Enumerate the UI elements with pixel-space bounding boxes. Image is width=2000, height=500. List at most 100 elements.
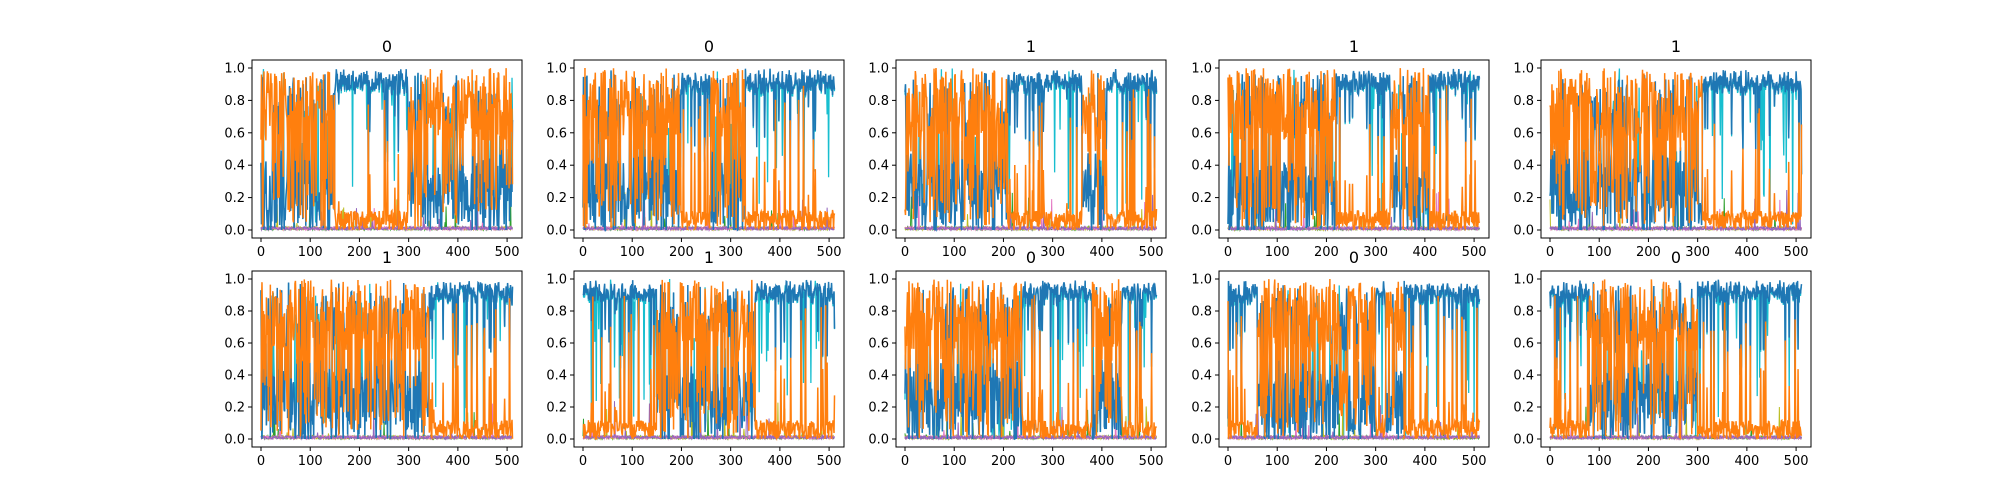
plot-area xyxy=(904,67,1158,232)
series-blue xyxy=(260,280,514,440)
x-tick-label: 100 xyxy=(620,454,645,469)
x-tick-label: 200 xyxy=(1314,454,1339,469)
subplot-2: 0.0 0.2 0.4 0.6 0.8 1.0 0 100 200 300 400 500 1 xyxy=(868,37,1167,260)
axes-frame xyxy=(1540,270,1812,448)
x-tick-label: 300 xyxy=(1363,454,1388,469)
y-tick-label: 0.4 xyxy=(1513,369,1534,384)
y-tick-label: 0.4 xyxy=(546,159,567,174)
y-tick-label: 1.0 xyxy=(1191,62,1212,77)
y-tick-label: 0.2 xyxy=(868,401,889,416)
y-tick-label: 0.8 xyxy=(1513,305,1534,320)
axes-frame xyxy=(1218,59,1490,239)
y-tick-label: 0.0 xyxy=(1513,224,1534,239)
x-tick-label: 100 xyxy=(1587,454,1612,469)
axes-frame xyxy=(251,59,523,239)
subplot-title: 0 xyxy=(382,37,392,56)
series-orange xyxy=(904,279,1158,439)
x-tick-label: 200 xyxy=(991,245,1016,260)
x-tick-label: 100 xyxy=(298,454,323,469)
y-tick-label: 0.6 xyxy=(1191,337,1212,352)
series-blue xyxy=(582,68,836,232)
y-tick-label: 0.0 xyxy=(546,433,567,448)
subplot-5: 0.0 0.2 0.4 0.6 0.8 1.0 0 100 200 300 400 500 1 xyxy=(224,248,523,469)
axes-frame xyxy=(573,59,845,239)
x-tick-label: 0 xyxy=(1546,454,1554,469)
x-tick-label: 0 xyxy=(1546,245,1554,260)
y-tick-label: 0.2 xyxy=(546,191,567,206)
y-tick-label: 0.8 xyxy=(546,305,567,320)
x-tick-label: 200 xyxy=(347,454,372,469)
x-tick-label: 200 xyxy=(669,245,694,260)
subplot-0: 0.0 0.2 0.4 0.6 0.8 1.0 0 100 200 300 400 500 0 xyxy=(224,37,523,260)
y-tick-label: 0.0 xyxy=(1513,433,1534,448)
series-orange xyxy=(582,68,836,231)
series-orange xyxy=(904,67,1158,231)
x-tick-label: 300 xyxy=(396,245,421,260)
y-tick-label: 0.0 xyxy=(868,224,889,239)
x-tick-label: 200 xyxy=(1636,245,1661,260)
x-tick-label: 200 xyxy=(1636,454,1661,469)
x-tick-label: 100 xyxy=(1265,245,1290,260)
subplot-title: 1 xyxy=(704,248,714,267)
x-tick-label: 100 xyxy=(1265,454,1290,469)
axes-frame xyxy=(1540,59,1812,239)
y-tick-label: 0.4 xyxy=(1191,369,1212,384)
x-tick-label: 0 xyxy=(1224,245,1232,260)
y-tick-label: 0.8 xyxy=(224,94,245,109)
series-orange xyxy=(582,279,836,442)
series-purple xyxy=(260,196,513,232)
x-tick-label: 300 xyxy=(1363,245,1388,260)
y-tick-label: 0.6 xyxy=(546,126,567,141)
plot-area xyxy=(260,68,514,232)
axes-frame xyxy=(895,59,1167,239)
y-tick-label: 0.2 xyxy=(1513,401,1534,416)
y-tick-label: 0.8 xyxy=(1191,94,1212,109)
x-tick-label: 500 xyxy=(817,245,842,260)
y-tick-label: 0.6 xyxy=(868,126,889,141)
x-tick-label: 400 xyxy=(767,245,792,260)
y-tick-label: 0.2 xyxy=(1191,191,1212,206)
series-blue xyxy=(1227,68,1481,231)
y-tick-label: 0.4 xyxy=(868,159,889,174)
y-tick-label: 0.4 xyxy=(1513,159,1534,174)
x-tick-label: 300 xyxy=(718,245,743,260)
x-tick-label: 400 xyxy=(1734,245,1759,260)
x-tick-label: 500 xyxy=(1462,454,1487,469)
y-tick-label: 0.8 xyxy=(1191,305,1212,320)
x-tick-label: 200 xyxy=(991,454,1016,469)
y-tick-label: 1.0 xyxy=(868,62,889,77)
y-tick-label: 0.6 xyxy=(1513,337,1534,352)
y-tick-label: 1.0 xyxy=(1513,62,1534,77)
x-tick-label: 0 xyxy=(579,454,587,469)
subplot-8: 0.0 0.2 0.4 0.6 0.8 1.0 0 100 200 300 400 500 0 xyxy=(1191,248,1490,469)
axes-frame xyxy=(895,270,1167,448)
y-tick-label: 0.2 xyxy=(868,191,889,206)
series-orange xyxy=(260,279,514,441)
x-tick-label: 300 xyxy=(1040,245,1065,260)
y-tick-label: 1.0 xyxy=(1513,273,1534,288)
y-tick-label: 1.0 xyxy=(224,62,245,77)
y-tick-label: 0.6 xyxy=(1513,126,1534,141)
x-tick-label: 500 xyxy=(495,245,520,260)
series-purple xyxy=(582,400,835,441)
x-tick-label: 100 xyxy=(942,245,967,260)
y-tick-label: 0.8 xyxy=(1513,94,1534,109)
y-tick-label: 0.2 xyxy=(1513,191,1534,206)
plot-area xyxy=(1227,278,1481,441)
x-tick-label: 500 xyxy=(1784,454,1809,469)
subplot-title: 1 xyxy=(1349,37,1359,56)
y-tick-label: 1.0 xyxy=(868,273,889,288)
series-orange xyxy=(1549,68,1803,230)
x-tick-label: 400 xyxy=(1412,245,1437,260)
x-tick-label: 400 xyxy=(445,245,470,260)
plot-area xyxy=(260,279,514,441)
x-tick-label: 400 xyxy=(1089,245,1114,260)
subplot-title: 0 xyxy=(1026,248,1036,267)
y-tick-label: 0.2 xyxy=(1191,401,1212,416)
y-tick-label: 0.4 xyxy=(868,369,889,384)
series-blue xyxy=(1549,279,1803,440)
plot-area xyxy=(582,279,836,442)
y-tick-label: 0.0 xyxy=(868,433,889,448)
subplot-title: 0 xyxy=(704,37,714,56)
y-tick-label: 1.0 xyxy=(1191,273,1212,288)
